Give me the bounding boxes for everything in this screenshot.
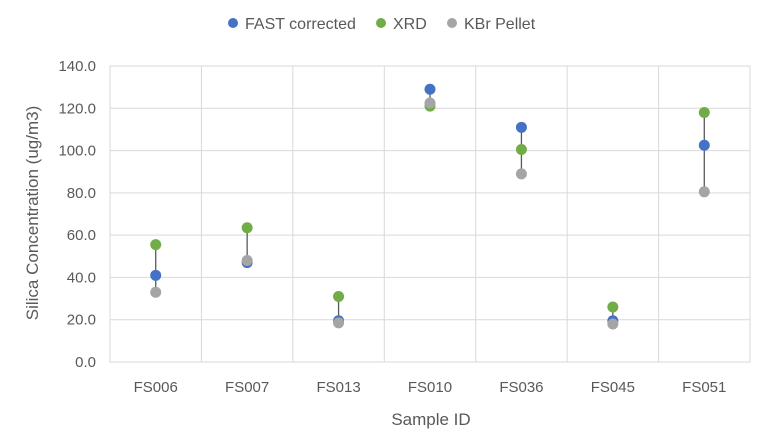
data-point xyxy=(698,186,710,198)
data-point xyxy=(698,107,710,119)
legend-item: FAST corrected xyxy=(228,16,356,33)
legend-item: KBr Pellet xyxy=(447,16,536,33)
data-point xyxy=(515,168,527,180)
data-point xyxy=(333,290,345,302)
legend-label: XRD xyxy=(393,16,427,33)
data-point xyxy=(150,286,162,298)
data-point xyxy=(515,121,527,133)
x-tick-label: FS051 xyxy=(682,379,726,396)
x-tick-label: FS013 xyxy=(316,379,360,396)
x-tick-label: FS036 xyxy=(499,379,543,396)
data-point xyxy=(150,239,162,251)
range-lines xyxy=(155,89,705,324)
legend-marker xyxy=(228,18,238,28)
y-tick-label: 40.0 xyxy=(67,269,96,286)
x-axis-ticks: FS006 FS007 FS013 FS010 FS036 FS045 FS051 xyxy=(134,379,727,396)
data-point xyxy=(698,139,710,151)
legend-marker xyxy=(376,18,386,28)
data-point xyxy=(241,255,253,267)
data-points xyxy=(150,83,710,330)
x-tick-label: FS010 xyxy=(408,379,452,396)
y-tick-label: 100.0 xyxy=(58,143,96,160)
x-axis-title: Sample ID xyxy=(391,410,470,429)
x-tick-label: FS045 xyxy=(591,379,635,396)
legend: FAST corrected XRD KBr Pellet xyxy=(228,16,536,33)
data-point xyxy=(424,97,436,109)
plot-border xyxy=(109,65,751,363)
y-tick-label: 140.0 xyxy=(58,58,96,75)
data-point xyxy=(150,269,162,281)
y-axis-ticks: 0.0 20.0 40.0 60.0 80.0 100.0 120.0 140.0 xyxy=(58,58,96,371)
data-point xyxy=(333,317,345,329)
data-point xyxy=(424,83,436,95)
x-tick-label: FS007 xyxy=(225,379,269,396)
data-point xyxy=(241,222,253,234)
legend-item: XRD xyxy=(376,16,427,33)
y-tick-label: 60.0 xyxy=(67,227,96,244)
legend-label: FAST corrected xyxy=(245,16,356,33)
series-xrd xyxy=(150,100,710,313)
y-axis-title: Silica Concentration (ug/m3) xyxy=(23,106,42,320)
data-point xyxy=(607,301,619,313)
legend-label: KBr Pellet xyxy=(464,16,536,33)
series-kbr-pellet xyxy=(150,97,710,330)
series-fast-corrected xyxy=(150,83,710,327)
y-tick-label: 80.0 xyxy=(67,185,96,202)
data-point xyxy=(515,144,527,156)
y-tick-label: 20.0 xyxy=(67,312,96,329)
legend-marker xyxy=(447,18,457,28)
y-tick-label: 120.0 xyxy=(58,100,96,117)
x-tick-label: FS006 xyxy=(134,379,178,396)
plot-area xyxy=(109,65,751,363)
data-point xyxy=(607,318,619,330)
y-tick-label: 0.0 xyxy=(75,354,96,371)
